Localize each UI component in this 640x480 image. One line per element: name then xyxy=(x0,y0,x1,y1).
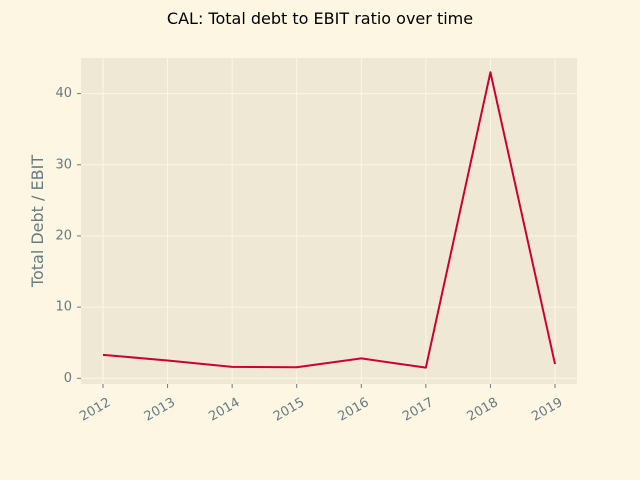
y-tick-label: 40 xyxy=(55,86,72,101)
x-tick-label: 2015 xyxy=(271,395,307,425)
x-tick-label: 2018 xyxy=(465,395,501,425)
plot-area xyxy=(81,58,577,384)
x-tick-label: 2019 xyxy=(529,395,565,425)
x-tick-label: 2017 xyxy=(400,395,436,425)
x-tick-label: 2012 xyxy=(77,395,113,425)
y-tick-label: 30 xyxy=(55,157,72,172)
y-tick-label: 0 xyxy=(64,371,72,386)
x-tick-label: 2014 xyxy=(206,395,242,425)
x-tick-label: 2013 xyxy=(142,395,178,425)
series-layer xyxy=(102,71,556,369)
chart-title: CAL: Total debt to EBIT ratio over time xyxy=(167,9,473,28)
y-tick-label: 10 xyxy=(55,300,72,315)
series-line xyxy=(102,71,556,369)
y-axis-label: Total Debt / EBIT xyxy=(28,155,47,288)
y-tick-label: 20 xyxy=(55,228,72,243)
x-tick-label: 2016 xyxy=(336,395,372,425)
